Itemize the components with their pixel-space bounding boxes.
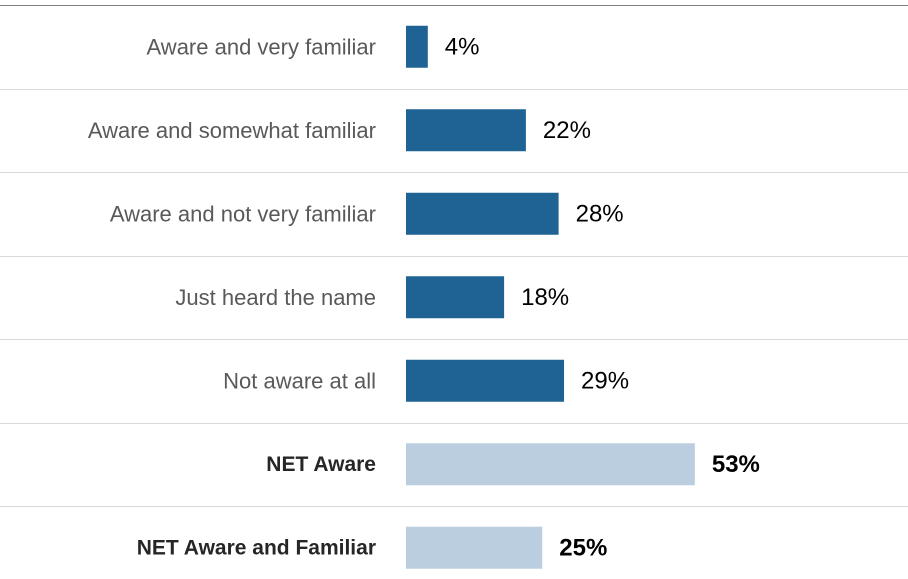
bar — [406, 276, 505, 319]
bar — [406, 25, 428, 68]
category-label: NET Aware and Familiar — [137, 536, 376, 559]
value-label: 28% — [576, 200, 624, 227]
value-label: 4% — [445, 33, 480, 60]
bar — [406, 359, 565, 402]
net-bar — [406, 443, 695, 486]
category-label: NET Aware — [266, 453, 376, 476]
category-label: Aware and somewhat familiar — [88, 118, 376, 143]
value-label: 29% — [581, 367, 629, 394]
bar — [406, 192, 559, 235]
value-label: 53% — [712, 451, 760, 478]
category-label: Just heard the name — [175, 285, 376, 310]
category-label: Not aware at all — [223, 368, 376, 393]
value-label: 25% — [559, 534, 607, 561]
category-label: Aware and not very familiar — [110, 201, 376, 226]
value-label: 22% — [543, 117, 591, 144]
value-label: 18% — [521, 284, 569, 311]
bar — [406, 109, 526, 152]
net-bar — [406, 526, 543, 569]
category-label: Aware and very familiar — [147, 34, 376, 59]
